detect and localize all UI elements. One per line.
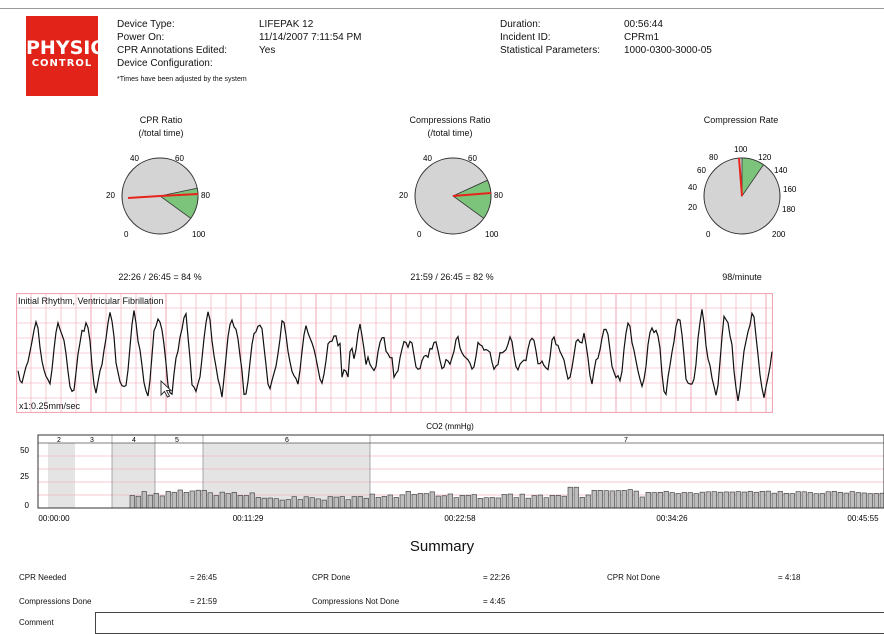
co2-seg-3: 3 (90, 437, 94, 444)
cpr-ratio-subtitle: (/total time) (138, 128, 184, 138)
compression-rate-value: 98/minute (722, 272, 762, 282)
device-type-value: LIFEPAK 12 (259, 19, 314, 30)
svg-text:100: 100 (192, 230, 206, 239)
duration-value: 00:56:44 (624, 19, 663, 30)
cpr-annotations-label: CPR Annotations Edited: (117, 45, 228, 56)
cpr-done-label: CPR Done (312, 573, 351, 582)
co2-x-4: 00:45:55 (847, 514, 879, 523)
incident-value: CPRm1 (624, 32, 660, 43)
top-border (0, 8, 884, 9)
ecg-title: Initial Rhythm, Ventricular Fibrillation (18, 296, 164, 306)
co2-x-3: 00:34:26 (656, 514, 688, 523)
svg-text:20: 20 (688, 203, 697, 212)
svg-text:160: 160 (783, 185, 797, 194)
co2-x-1: 00:11:29 (233, 514, 264, 523)
svg-text:180: 180 (782, 205, 796, 214)
cpr-not-done-label: CPR Not Done (607, 573, 660, 582)
svg-text:0: 0 (417, 230, 422, 239)
adjusted-note: *Times have been adjusted by the system (117, 76, 247, 83)
power-on-value: 11/14/2007 7:11:54 PM (259, 32, 362, 43)
svg-text:80: 80 (709, 153, 718, 162)
physio-control-logo: PHYSIO CONTROL (26, 16, 107, 96)
co2-seg-2: 2 (57, 437, 61, 444)
svg-text:60: 60 (175, 154, 184, 163)
compressions-not-done-label: Compressions Not Done (312, 597, 400, 606)
svg-text:100: 100 (734, 145, 748, 154)
co2-x-0: 00:00:00 (38, 514, 70, 523)
cpr-needed-label: CPR Needed (19, 573, 67, 582)
compressions-ratio-gauge: 0 20 40 60 80 100 (399, 154, 503, 239)
svg-text:80: 80 (201, 191, 210, 200)
comment-field[interactable] (95, 612, 884, 634)
svg-text:20: 20 (106, 191, 115, 200)
device-type-label: Device Type: (117, 19, 175, 30)
svg-text:40: 40 (688, 183, 697, 192)
compressions-ratio-title: Compressions Ratio (409, 115, 491, 125)
cpr-ratio-value: 22:26 / 26:45 = 84 % (118, 272, 202, 282)
svg-text:40: 40 (423, 154, 432, 163)
co2-y-25: 25 (20, 472, 29, 481)
svg-text:140: 140 (774, 166, 788, 175)
stat-params-label: Statistical Parameters: (500, 45, 601, 56)
svg-text:0: 0 (706, 230, 711, 239)
cpr-done-value: = 22:26 (483, 573, 510, 582)
svg-text:80: 80 (494, 191, 503, 200)
svg-text:100: 100 (485, 230, 499, 239)
svg-text:60: 60 (697, 166, 706, 175)
svg-text:60: 60 (468, 154, 477, 163)
co2-x-2: 00:22:58 (444, 514, 476, 523)
compression-rate-title: Compression Rate (703, 115, 779, 125)
co2-y-0: 0 (25, 501, 30, 510)
cpr-ratio-title: CPR Ratio (139, 115, 183, 125)
compressions-ratio-subtitle: (/total time) (427, 128, 473, 138)
ecg-strip (16, 293, 773, 413)
incident-label: Incident ID: (500, 32, 551, 43)
cpr-not-done-value: = 4:18 (778, 573, 801, 582)
summary-title: Summary (409, 538, 475, 555)
cpr-annotations-value: Yes (259, 45, 276, 56)
comment-label: Comment (19, 618, 54, 627)
svg-text:120: 120 (758, 153, 772, 162)
svg-text:20: 20 (399, 191, 408, 200)
compressions-done-value: = 21:59 (190, 597, 217, 606)
co2-title: CO2 (mmHg) (426, 422, 474, 431)
compressions-done-label: Compressions Done (19, 597, 92, 606)
cpr-ratio-gauge: 0 20 40 60 80 100 (106, 154, 210, 239)
co2-seg-6: 6 (285, 437, 289, 444)
co2-chart: CO2 (mmHg) 50 25 0 2 3 4 5 6 7 00:00:00 … (20, 422, 884, 523)
mouse-cursor-icon (160, 380, 173, 398)
device-config-label: Device Configuration: (117, 58, 213, 69)
cpr-needed-value: = 26:45 (190, 573, 217, 582)
compression-rate-gauge: 0 20 40 60 80 100 120 140 160 180 200 (688, 145, 797, 239)
svg-text:40: 40 (130, 154, 139, 163)
duration-label: Duration: (500, 19, 541, 30)
compressions-not-done-value: = 4:45 (483, 597, 506, 606)
co2-seg-4: 4 (132, 437, 136, 444)
svg-text:200: 200 (772, 230, 786, 239)
co2-seg-5: 5 (175, 437, 179, 444)
co2-seg-7: 7 (624, 437, 628, 444)
co2-y-50: 50 (20, 446, 29, 455)
svg-text:0: 0 (124, 230, 129, 239)
ecg-speed: x1:0.25mm/sec (19, 401, 81, 411)
power-on-label: Power On: (117, 32, 165, 43)
compressions-ratio-value: 21:59 / 26:45 = 82 % (410, 272, 494, 282)
stat-params-value: 1000-0300-3000-05 (624, 45, 712, 56)
